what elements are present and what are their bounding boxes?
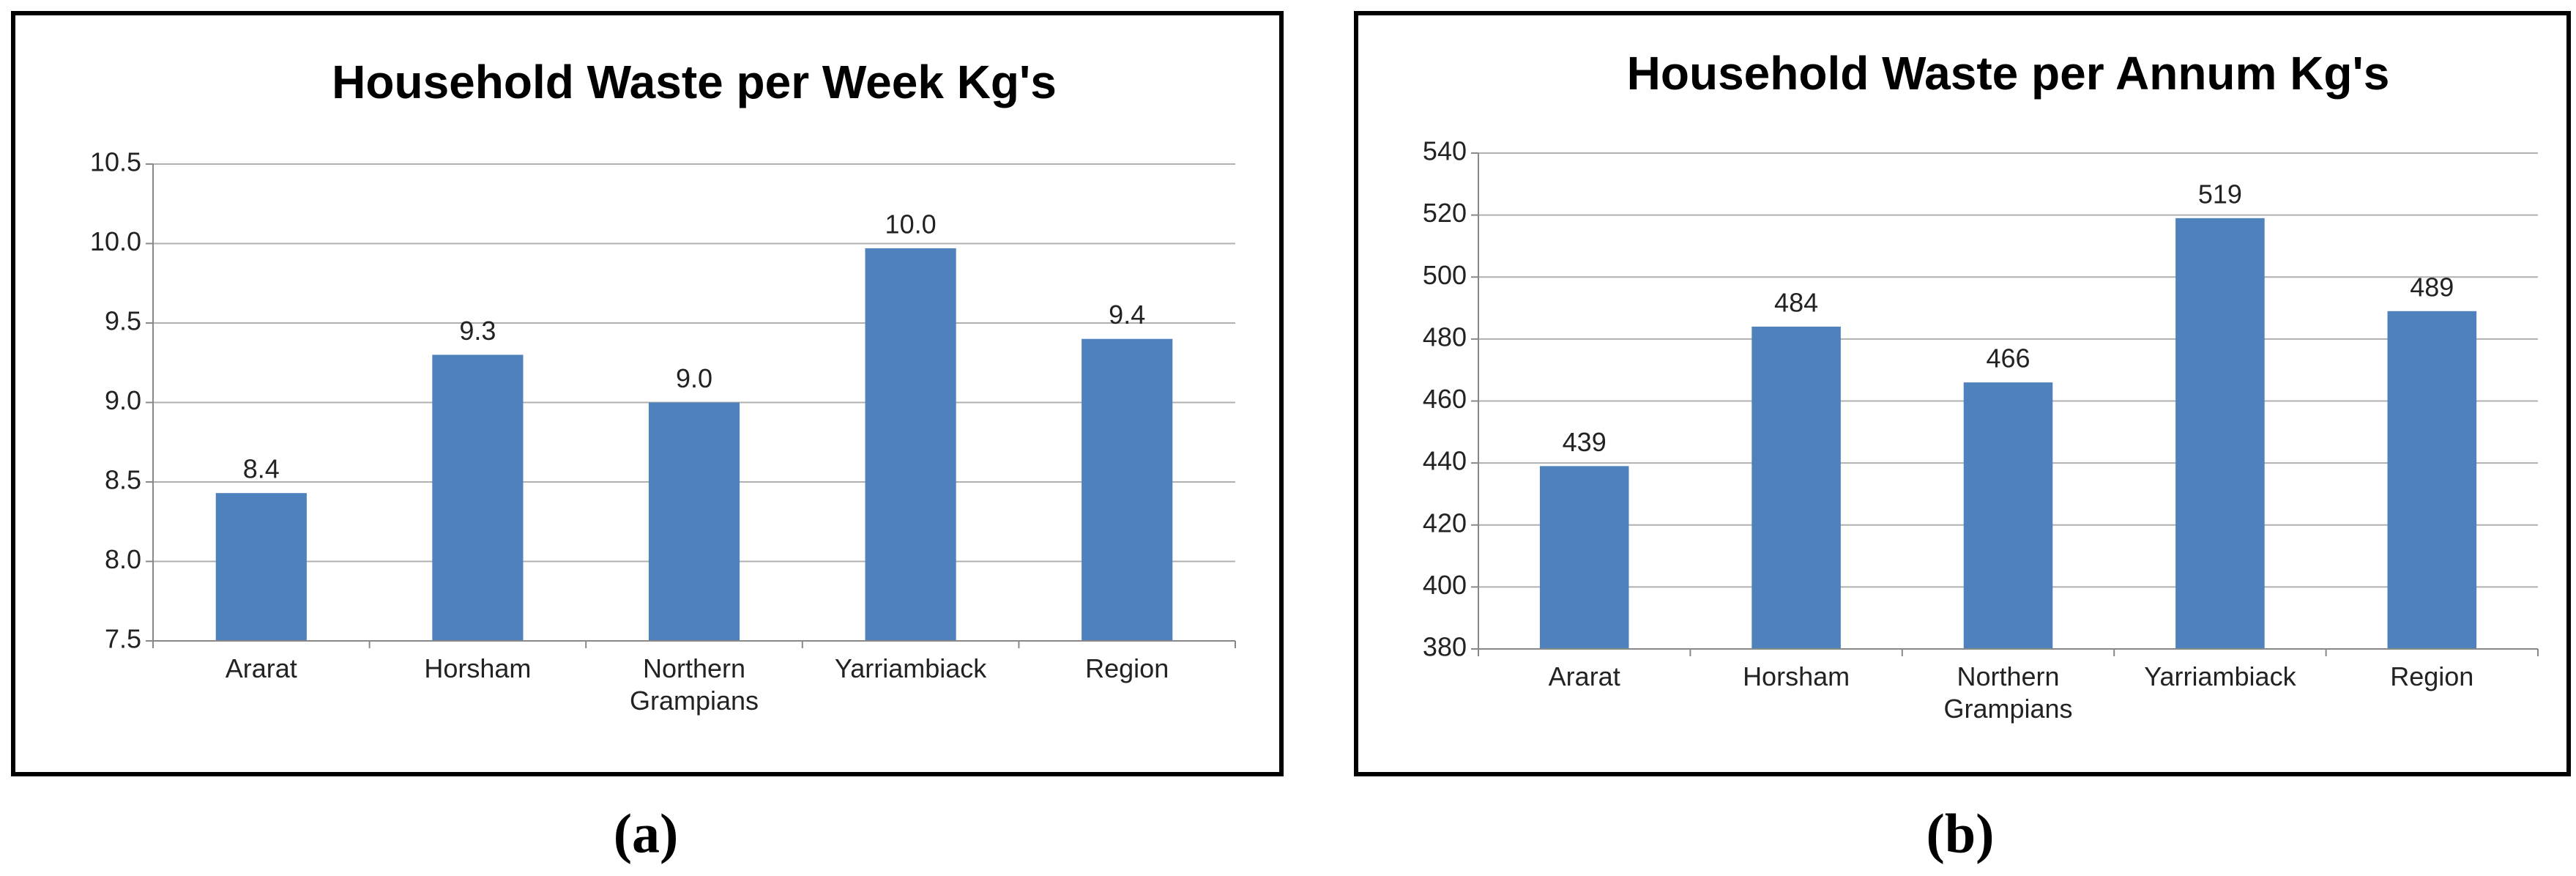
x-label-box: Ararat <box>1548 661 1620 691</box>
y-tick-label: 10.0 <box>90 226 141 256</box>
y-tick-label: 10.5 <box>90 147 141 177</box>
bar <box>1963 382 2053 649</box>
value-label: 9.0 <box>676 363 712 393</box>
chart-title: Household Waste per Week Kg's <box>332 56 1057 108</box>
value-label: 489 <box>2410 272 2454 302</box>
x-label-box: Yarriambiack <box>2144 661 2296 691</box>
x-label-box: Ararat <box>225 653 297 683</box>
x-label-box: Northern Grampians <box>1943 661 2073 724</box>
x-tick-label: Northern Grampians <box>629 653 759 716</box>
value-label: 9.3 <box>459 316 496 346</box>
panel-caption: (a) <box>614 803 679 864</box>
x-tick-label: Horsham <box>1743 661 1850 691</box>
x-tick-label: Horsham <box>424 653 532 683</box>
y-tick-label: 520 <box>1423 198 1467 228</box>
x-tick-label: Ararat <box>1548 661 1620 691</box>
y-tick-label: 9.0 <box>105 385 141 415</box>
y-tick-label: 540 <box>1423 136 1467 166</box>
y-tick-label: 8.5 <box>105 465 141 495</box>
panel-caption: (b) <box>1927 803 1995 864</box>
y-tick-label: 460 <box>1423 384 1467 414</box>
panel-frame <box>11 11 1284 776</box>
bar <box>648 402 740 641</box>
y-tick-label: 8.0 <box>105 544 141 574</box>
value-label: 519 <box>2198 179 2242 209</box>
bar <box>1082 338 1173 641</box>
bar <box>215 493 307 641</box>
x-tick-label: Northern Grampians <box>1943 661 2073 724</box>
x-label-box: Yarriambiack <box>834 653 987 683</box>
x-tick-label: Region <box>2390 661 2474 691</box>
y-tick-label: 480 <box>1423 322 1467 352</box>
value-label: 439 <box>1563 427 1607 457</box>
value-label: 484 <box>1774 287 1818 317</box>
x-tick-label: Yarriambiack <box>2144 661 2296 691</box>
x-label-box: Region <box>2390 661 2474 691</box>
bar <box>1539 466 1629 649</box>
x-label-box: Horsham <box>424 653 532 683</box>
x-label-box: Horsham <box>1743 661 1850 691</box>
x-tick-label: Ararat <box>225 653 297 683</box>
y-tick-label: 420 <box>1423 508 1467 538</box>
y-tick-label: 500 <box>1423 260 1467 290</box>
y-tick-label: 400 <box>1423 570 1467 600</box>
x-label-box: Northern Grampians <box>629 653 759 716</box>
value-label: 10.0 <box>885 209 937 240</box>
bar <box>432 355 524 641</box>
bar <box>1752 326 1841 649</box>
value-label: 9.4 <box>1109 300 1145 330</box>
bar <box>2175 218 2265 649</box>
bar <box>2387 311 2477 649</box>
bar <box>865 248 956 641</box>
chart-title: Household Waste per Annum Kg's <box>1627 47 2390 100</box>
value-label: 466 <box>1986 344 2030 374</box>
value-label: 8.4 <box>243 454 280 484</box>
y-tick-label: 440 <box>1423 446 1467 476</box>
y-tick-label: 7.5 <box>105 624 141 654</box>
x-label-box: Region <box>1085 653 1169 683</box>
y-tick-label: 380 <box>1423 632 1467 662</box>
y-tick-label: 9.5 <box>105 306 141 336</box>
x-tick-label: Region <box>1085 653 1169 683</box>
x-tick-label: Yarriambiack <box>834 653 987 683</box>
